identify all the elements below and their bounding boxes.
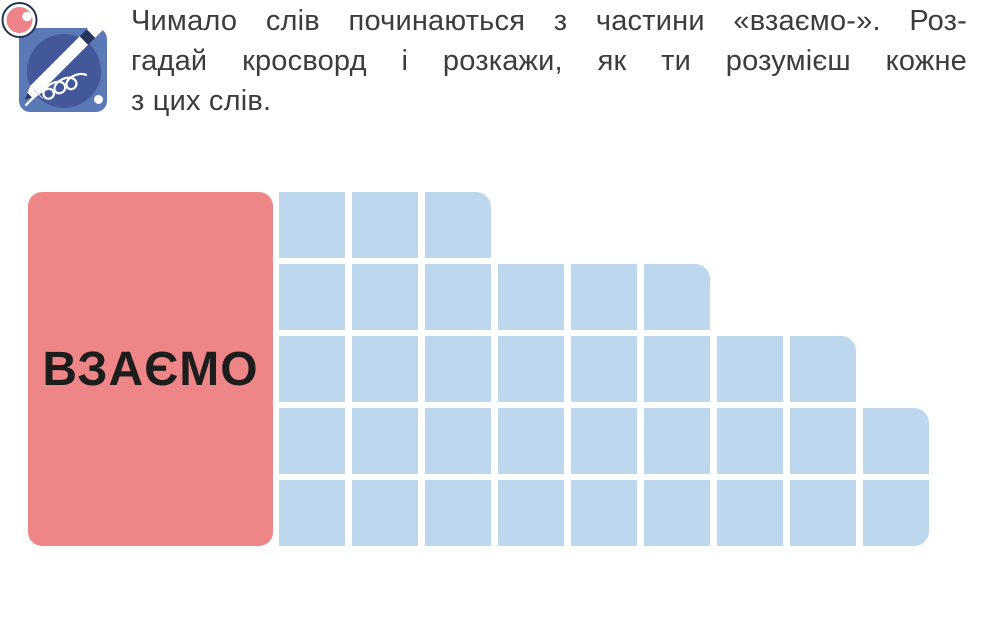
crossword-cell[interactable] <box>717 408 783 474</box>
crossword-cell[interactable] <box>644 264 710 330</box>
crossword-cell[interactable] <box>498 336 564 402</box>
crossword-cell[interactable] <box>352 408 418 474</box>
crossword-row <box>279 480 929 546</box>
crossword-cell[interactable] <box>425 408 491 474</box>
crossword-cell[interactable] <box>717 336 783 402</box>
crossword-cell[interactable] <box>498 480 564 546</box>
crossword-cell[interactable] <box>863 408 929 474</box>
crossword-cell[interactable] <box>425 264 491 330</box>
crossword-cell[interactable] <box>352 264 418 330</box>
crossword-cell[interactable] <box>644 408 710 474</box>
crossword-cell[interactable] <box>425 336 491 402</box>
instruction-line: Чимало слів починаються з частини «взаєм… <box>131 5 967 37</box>
crossword-cell[interactable] <box>571 408 637 474</box>
crossword-cell[interactable] <box>279 264 345 330</box>
crossword-cell[interactable] <box>352 192 418 258</box>
instruction-line: гадай кросворд і розкажи, як ти розумієш… <box>131 45 967 77</box>
icon-inner-circle <box>27 34 101 108</box>
crossword-cell[interactable] <box>863 480 929 546</box>
instruction-line: з цих слів. <box>131 85 272 117</box>
crossword-cell[interactable] <box>279 192 345 258</box>
crossword-cell[interactable] <box>352 336 418 402</box>
crossword-cell[interactable] <box>425 192 491 258</box>
crossword-cell[interactable] <box>498 408 564 474</box>
crossword-row <box>279 192 491 258</box>
red-dot-badge <box>1 2 38 38</box>
crossword-row <box>279 408 929 474</box>
crossword-grid <box>279 192 933 546</box>
crossword-row <box>279 336 856 402</box>
corner-dot <box>94 95 103 104</box>
instruction-paragraph: Чимало слів починаються з частини «взаєм… <box>131 1 967 121</box>
crossword-cell[interactable] <box>279 336 345 402</box>
crossword-cell[interactable] <box>279 408 345 474</box>
scribble-line <box>24 72 88 107</box>
crossword-cell[interactable] <box>571 264 637 330</box>
pencil-scribble-icon <box>1 2 107 112</box>
crossword-cell[interactable] <box>498 264 564 330</box>
crossword-cell[interactable] <box>571 480 637 546</box>
crossword-row <box>279 264 710 330</box>
crossword-cell[interactable] <box>790 336 856 402</box>
crossword-cell[interactable] <box>790 408 856 474</box>
crossword-cell[interactable] <box>352 480 418 546</box>
crossword-cell[interactable] <box>644 480 710 546</box>
crossword-cell[interactable] <box>790 480 856 546</box>
crossword-cell[interactable] <box>425 480 491 546</box>
crossword-prefix-label: ВЗАЄМО <box>42 342 259 396</box>
crossword-cell[interactable] <box>279 480 345 546</box>
crossword-cell[interactable] <box>644 336 710 402</box>
pencil-glyph <box>24 20 105 100</box>
crossword-cell[interactable] <box>717 480 783 546</box>
crossword-prefix-block: ВЗАЄМО <box>28 192 273 546</box>
crossword-cell[interactable] <box>571 336 637 402</box>
